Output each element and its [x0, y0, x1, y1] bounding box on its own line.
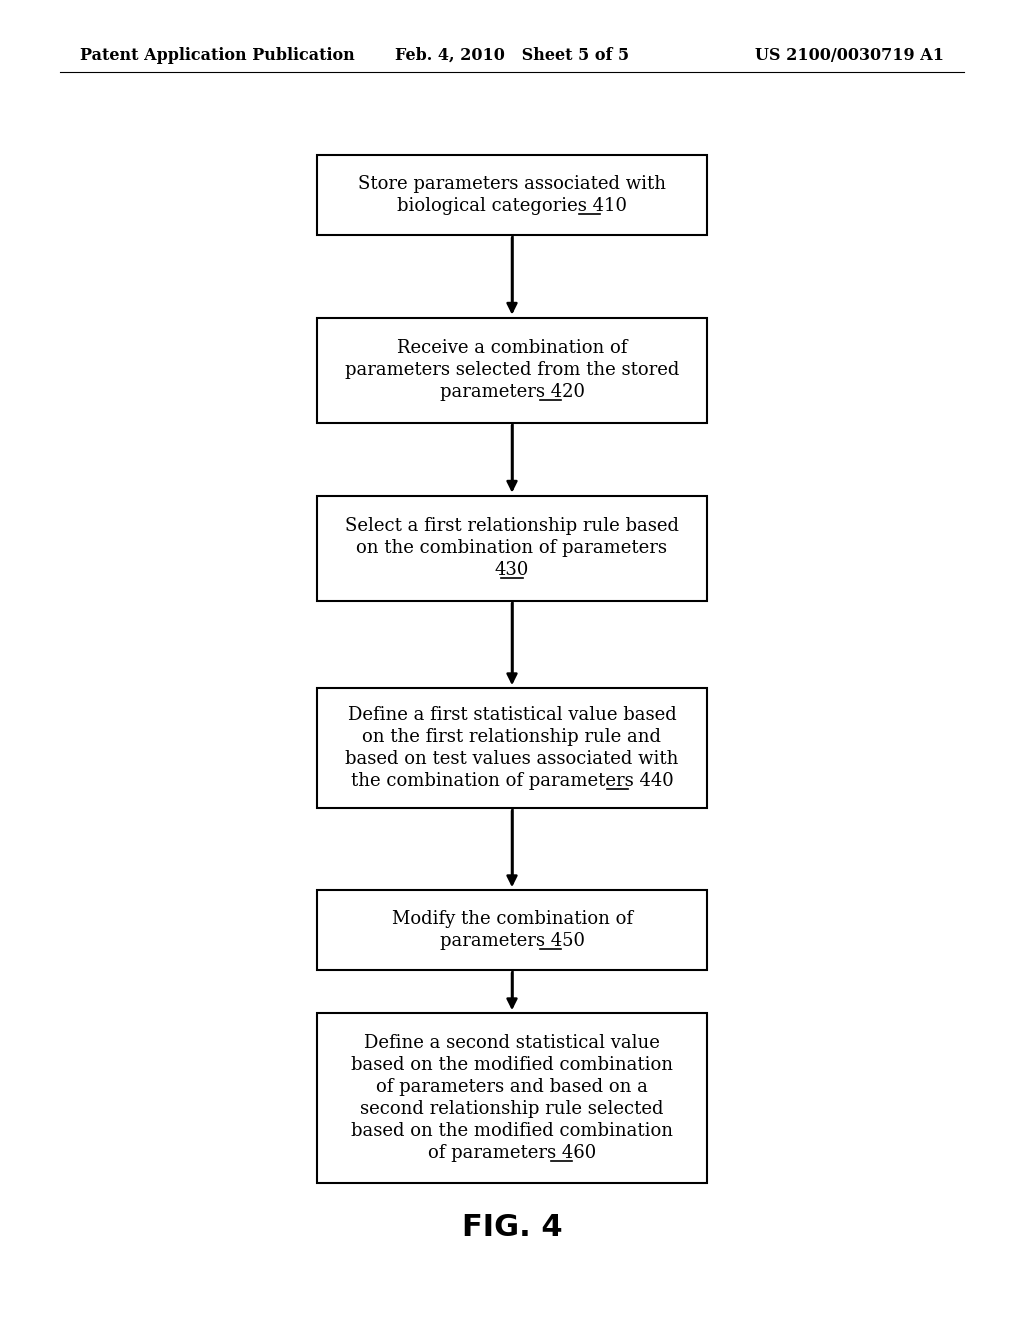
- Text: Patent Application Publication: Patent Application Publication: [80, 46, 354, 63]
- Text: parameters 450: parameters 450: [439, 932, 585, 950]
- Bar: [317, 890, 707, 970]
- Text: FIG. 4: FIG. 4: [462, 1213, 562, 1242]
- Text: biological categories 410: biological categories 410: [397, 197, 627, 215]
- Text: based on the modified combination: based on the modified combination: [351, 1122, 673, 1140]
- Text: Receive a combination of: Receive a combination of: [397, 339, 627, 356]
- Bar: [317, 495, 707, 601]
- Text: Modify the combination of: Modify the combination of: [391, 909, 633, 928]
- Bar: [317, 154, 707, 235]
- Text: the combination of parameters 440: the combination of parameters 440: [350, 772, 674, 789]
- Text: second relationship rule selected: second relationship rule selected: [360, 1100, 664, 1118]
- Text: Feb. 4, 2010   Sheet 5 of 5: Feb. 4, 2010 Sheet 5 of 5: [395, 46, 629, 63]
- Text: Define a second statistical value: Define a second statistical value: [365, 1034, 659, 1052]
- Text: based on test values associated with: based on test values associated with: [345, 750, 679, 768]
- Bar: [317, 688, 707, 808]
- Text: 430: 430: [495, 561, 529, 579]
- Text: Store parameters associated with: Store parameters associated with: [358, 176, 666, 193]
- Text: of parameters 460: of parameters 460: [428, 1144, 596, 1162]
- Text: of parameters and based on a: of parameters and based on a: [376, 1078, 648, 1096]
- Text: parameters selected from the stored: parameters selected from the stored: [345, 360, 679, 379]
- Bar: [317, 318, 707, 422]
- Text: on the combination of parameters: on the combination of parameters: [356, 539, 668, 557]
- Text: on the first relationship rule and: on the first relationship rule and: [362, 729, 662, 746]
- Bar: [317, 1012, 707, 1183]
- Text: Select a first relationship rule based: Select a first relationship rule based: [345, 517, 679, 535]
- Text: parameters 420: parameters 420: [439, 383, 585, 401]
- Text: US 2100/0030719 A1: US 2100/0030719 A1: [755, 46, 944, 63]
- Text: Define a first statistical value based: Define a first statistical value based: [347, 706, 677, 723]
- Text: based on the modified combination: based on the modified combination: [351, 1056, 673, 1074]
